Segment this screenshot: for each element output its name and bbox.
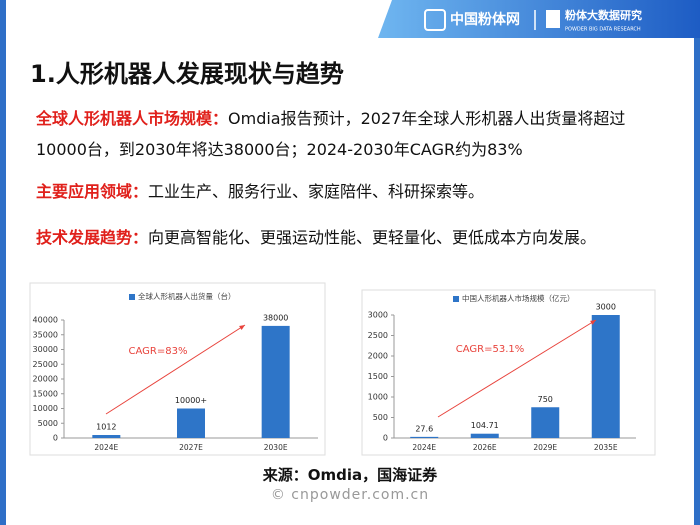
value-label: 750 [538, 395, 553, 404]
watermark: © cnpowder.com.cn [270, 487, 430, 503]
y-tick-label: 5000 [38, 419, 58, 428]
bar [261, 325, 290, 438]
value-label: 38000 [263, 313, 288, 322]
trend-arrow [437, 319, 597, 418]
paragraph: 技术发展趋势：向更高智能化、更强运动性能、更轻量化、更低成本方向发展。 [36, 222, 632, 253]
y-tick-label: 0 [53, 434, 58, 443]
logo-icon [424, 9, 446, 31]
legend-swatch [453, 296, 459, 302]
arrow-head [239, 325, 245, 330]
paragraph-text: 向更高智能化、更强运动性能、更轻量化、更低成本方向发展。 [148, 228, 597, 247]
x-tick-label: 2024E [412, 443, 436, 452]
paragraph-label: 技术发展趋势： [36, 228, 149, 247]
y-tick-label: 40000 [33, 316, 58, 325]
y-tick-label: 30000 [33, 345, 58, 354]
paragraph-text: Omdia报告预计，2027年全球人形机器人出货量将超过10000台，到2030… [36, 109, 626, 159]
paragraph: 全球人形机器人市场规模：Omdia报告预计，2027年全球人形机器人出货量将超过… [36, 103, 632, 165]
y-tick-label: 1000 [368, 393, 388, 402]
header-bar [378, 0, 700, 38]
legend-swatch [129, 294, 135, 300]
y-tick-label: 25000 [33, 360, 58, 369]
y-tick-label: 10000 [33, 404, 58, 413]
annotation: CAGR=83% [129, 346, 188, 357]
source: 来源：Omdia，国海证券 [262, 466, 438, 484]
brand-text: 粉体大数据研究 [565, 8, 642, 22]
y-tick-label: 500 [373, 413, 388, 422]
bar [531, 407, 560, 438]
chart-title: 全球人形机器人出货量（台） [138, 291, 236, 301]
bar [92, 435, 121, 438]
paragraph-text: 工业生产、服务行业、家庭陪伴、科研探索等。 [148, 182, 485, 201]
right-border [694, 0, 700, 525]
trend-arrow [105, 324, 246, 415]
paragraph: 主要应用领域：工业生产、服务行业、家庭陪伴、科研探索等。 [36, 176, 632, 207]
x-tick-label: 2024E [94, 443, 118, 452]
y-tick-label: 1500 [368, 372, 388, 381]
x-tick-label: 2029E [533, 443, 557, 452]
left-border [0, 0, 6, 525]
x-tick-label: 2027E [179, 443, 203, 452]
y-tick-label: 2000 [368, 352, 388, 361]
bar [410, 436, 439, 438]
value-label: 1012 [96, 423, 116, 432]
y-tick-label: 35000 [33, 330, 58, 339]
chart-title: 中国人形机器人市场规模（亿元） [462, 293, 575, 303]
x-tick-label: 2026E [473, 443, 497, 452]
paragraph-label: 主要应用领域： [36, 182, 149, 201]
value-label: 104.71 [471, 421, 499, 430]
brand-en: POWDER BIG DATA RESEARCH [565, 27, 641, 33]
y-tick-label: 3000 [368, 311, 388, 320]
bar [591, 315, 620, 438]
annotation: CAGR=53.1% [456, 344, 525, 355]
value-label: 10000+ [175, 396, 207, 405]
y-tick-label: 20000 [33, 375, 58, 384]
y-tick-label: 0 [383, 434, 388, 443]
y-tick-label: 15000 [33, 389, 58, 398]
bar [470, 433, 499, 438]
x-tick-label: 2030E [264, 443, 288, 452]
slide-title: 1.人形机器人发展现状与趋势 [30, 60, 344, 88]
bar [177, 408, 205, 438]
x-tick-label: 2035E [594, 443, 618, 452]
arrow-head [590, 320, 596, 325]
logo-text: 中国粉体网 [450, 11, 520, 28]
value-label: 3000 [596, 303, 616, 312]
brand-icon [546, 10, 560, 28]
paragraph-label: 全球人形机器人市场规模： [36, 109, 229, 128]
y-tick-label: 2500 [368, 331, 388, 340]
value-label: 27.6 [415, 424, 433, 433]
